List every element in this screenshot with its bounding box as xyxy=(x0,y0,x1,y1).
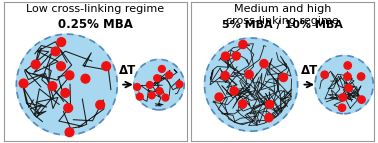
Circle shape xyxy=(345,84,352,92)
Circle shape xyxy=(96,101,105,109)
Circle shape xyxy=(239,40,247,49)
Circle shape xyxy=(146,82,153,88)
Circle shape xyxy=(65,128,74,137)
Circle shape xyxy=(162,94,169,101)
Circle shape xyxy=(57,38,66,46)
Circle shape xyxy=(16,34,117,135)
Circle shape xyxy=(166,72,172,79)
Circle shape xyxy=(321,71,328,79)
Circle shape xyxy=(358,96,365,103)
Circle shape xyxy=(338,104,346,111)
Text: Medium and high
cross-linking regime: Medium and high cross-linking regime xyxy=(226,4,339,26)
Circle shape xyxy=(230,87,238,95)
Circle shape xyxy=(81,74,90,83)
Text: 5% MBA / 10% MBA: 5% MBA / 10% MBA xyxy=(222,20,343,30)
Circle shape xyxy=(339,94,347,101)
Circle shape xyxy=(149,92,155,99)
Circle shape xyxy=(204,38,297,131)
Circle shape xyxy=(260,60,268,68)
Circle shape xyxy=(65,71,74,80)
Circle shape xyxy=(239,100,247,108)
Circle shape xyxy=(215,93,223,101)
Circle shape xyxy=(344,73,351,80)
Circle shape xyxy=(266,100,274,109)
Circle shape xyxy=(232,52,240,60)
Circle shape xyxy=(221,72,229,80)
Circle shape xyxy=(48,82,57,91)
Circle shape xyxy=(134,84,141,90)
Circle shape xyxy=(57,62,65,70)
Circle shape xyxy=(279,73,288,82)
Circle shape xyxy=(61,89,70,97)
Text: 0.25% MBA: 0.25% MBA xyxy=(58,18,133,31)
Circle shape xyxy=(315,55,373,114)
Circle shape xyxy=(265,114,273,122)
Circle shape xyxy=(245,70,253,79)
Circle shape xyxy=(158,65,165,72)
Text: ΔT: ΔT xyxy=(301,64,318,77)
Circle shape xyxy=(51,47,60,56)
Circle shape xyxy=(134,59,184,110)
Circle shape xyxy=(102,62,110,70)
Circle shape xyxy=(64,104,73,112)
Circle shape xyxy=(154,75,161,82)
Circle shape xyxy=(358,73,365,80)
Circle shape xyxy=(19,79,28,88)
Circle shape xyxy=(222,52,229,60)
Circle shape xyxy=(31,60,40,69)
Circle shape xyxy=(176,81,183,88)
Circle shape xyxy=(156,88,163,95)
Text: Low cross-linking regime: Low cross-linking regime xyxy=(26,4,164,14)
Text: ΔT: ΔT xyxy=(119,64,136,77)
Circle shape xyxy=(344,62,352,69)
Circle shape xyxy=(136,93,143,100)
